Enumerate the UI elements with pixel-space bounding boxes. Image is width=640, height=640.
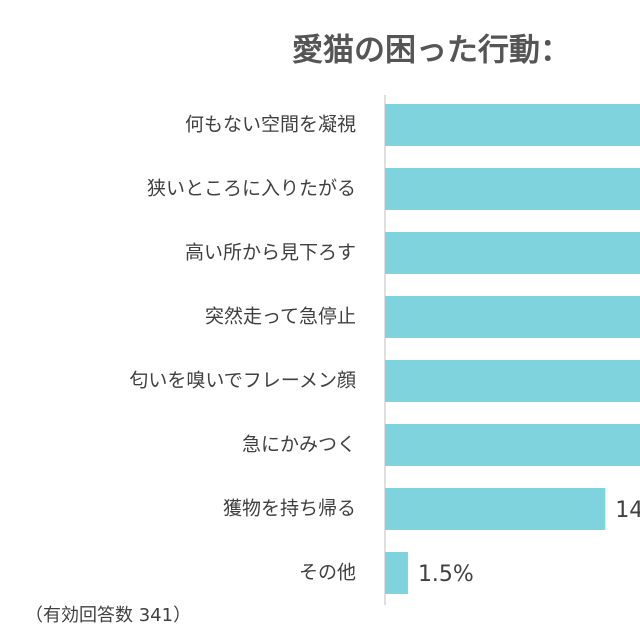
bar (385, 104, 640, 146)
category-label: 匂いを嗅いでフレーメン顔 (129, 370, 356, 392)
value-label: 14.4% (615, 498, 640, 523)
bar (385, 552, 408, 594)
category-label: 狭いところに入りたがる (147, 178, 356, 200)
chart-title: 愛猫の困った行動： (292, 33, 571, 69)
bar (385, 296, 640, 338)
category-label: 獲物を持ち帰る (223, 498, 356, 520)
bar (385, 360, 640, 402)
value-label: 1.5% (418, 562, 474, 587)
category-label: 高い所から見下ろす (185, 242, 356, 264)
note: （有効回答数 341） (25, 605, 191, 626)
bar (385, 168, 640, 210)
category-label: その他 (299, 562, 356, 584)
bar (385, 488, 606, 530)
bar (385, 232, 640, 274)
category-label: 急にかみつく (242, 434, 356, 456)
bar (385, 424, 640, 466)
category-label: 何もない空間を凝視 (185, 114, 356, 136)
category-label: 突然走って急停止 (205, 306, 356, 328)
